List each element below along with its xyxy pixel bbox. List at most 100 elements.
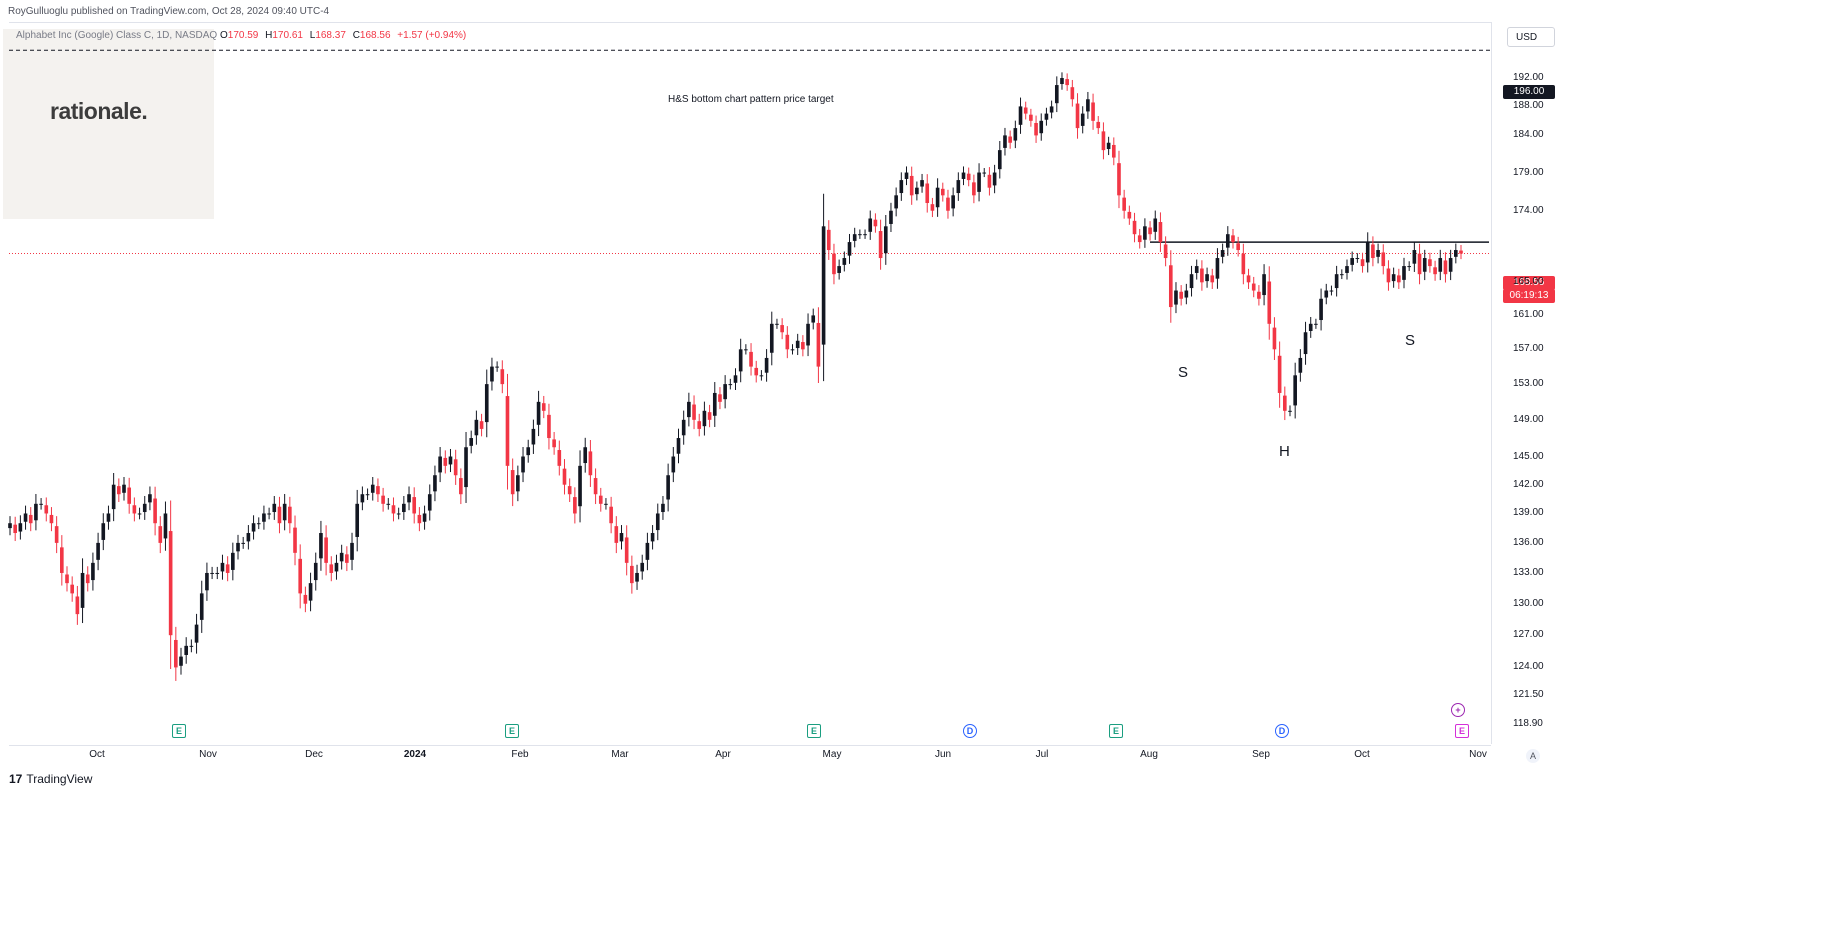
price-tick-label: 118.90	[1513, 718, 1543, 730]
candle-body	[1143, 226, 1147, 240]
candle-body	[588, 451, 593, 476]
candle-body	[313, 562, 318, 581]
candle-body	[775, 323, 779, 325]
low-value: 168.37	[315, 30, 346, 41]
candle-body	[920, 180, 924, 187]
candle-body	[1334, 274, 1339, 289]
candle-body	[1303, 332, 1308, 355]
candle-body	[407, 494, 411, 503]
candle-body	[495, 366, 499, 368]
candle-body	[1397, 275, 1401, 283]
candle-body	[1298, 357, 1303, 373]
candle-body	[13, 524, 17, 534]
candle-body	[816, 322, 821, 367]
candle-body	[915, 187, 919, 195]
currency-button[interactable]: USD	[1507, 27, 1555, 47]
candle-body	[1184, 290, 1189, 298]
candle-body	[806, 323, 810, 346]
price-tick-label: 124.00	[1513, 661, 1544, 673]
candle-body	[847, 242, 852, 256]
candle-body	[101, 523, 106, 540]
candle-body	[142, 503, 147, 513]
candle-body	[303, 594, 308, 604]
price-tick-label: 165.00	[1513, 276, 1544, 288]
candle-body	[231, 552, 235, 570]
candle-body	[1091, 102, 1095, 121]
candle-body	[547, 414, 551, 439]
add-event-icon[interactable]: +	[1451, 703, 1465, 717]
candle-body	[1231, 235, 1235, 243]
tradingview-brand: TradingView	[26, 772, 93, 786]
candle-body	[225, 564, 230, 573]
candle-body	[1262, 274, 1266, 296]
candle-body	[567, 486, 572, 495]
dividend-icon[interactable]: D	[963, 724, 977, 738]
candle-body	[381, 495, 385, 504]
candle-body	[1246, 275, 1251, 283]
earnings-icon[interactable]: E	[172, 724, 186, 738]
candle-body	[220, 562, 225, 572]
candle-body	[1402, 266, 1406, 280]
head-label: H	[1279, 443, 1290, 460]
candle-body	[350, 542, 354, 560]
auto-scale-button[interactable]: A	[1526, 749, 1540, 763]
candle-body	[60, 547, 64, 573]
chart-frame[interactable]	[9, 22, 1491, 746]
candle-body	[1215, 258, 1220, 279]
dividend-icon[interactable]: D	[1275, 724, 1289, 738]
candle-body	[484, 384, 489, 423]
candle-body	[1096, 121, 1101, 129]
time-tick-label: Jun	[934, 749, 952, 760]
right-shoulder-label: S	[1405, 332, 1416, 349]
earnings-icon[interactable]: E	[1109, 724, 1123, 738]
earnings-icon[interactable]: E	[807, 724, 821, 738]
candle-body	[111, 484, 116, 510]
candle-body	[630, 565, 634, 584]
candle-body	[650, 533, 655, 542]
time-tick-label: May	[822, 749, 842, 760]
candle-body	[28, 514, 33, 524]
candle-body	[573, 497, 577, 514]
candle-body	[744, 349, 748, 351]
time-tick-label: Nov	[199, 749, 217, 760]
watermark-panel	[3, 29, 214, 219]
candle-body	[1329, 290, 1334, 292]
candle-body	[1148, 227, 1152, 235]
candle-body	[1220, 250, 1225, 257]
candle-body	[692, 404, 696, 420]
open-label: O	[219, 30, 228, 41]
candle-body	[396, 513, 401, 515]
low-label: L	[309, 30, 316, 41]
candle-body	[1158, 222, 1163, 243]
upcoming-earnings-icon[interactable]: E	[1455, 724, 1469, 738]
tradingview-footer[interactable]: 17 TradingView	[9, 772, 92, 786]
candle-body	[85, 574, 90, 584]
symbol-legend: Alphabet Inc (Google) Class C, 1D, NASDA…	[16, 30, 470, 41]
candle-body	[215, 572, 220, 574]
candle-body	[1225, 234, 1230, 248]
high-value: 170.61	[272, 30, 303, 41]
earnings-icon[interactable]: E	[505, 724, 519, 738]
candle-body	[858, 234, 862, 236]
candle-body	[453, 459, 458, 476]
candle-body	[18, 523, 23, 532]
candle-body	[1251, 283, 1256, 291]
candle-body	[1117, 163, 1121, 196]
price-axis[interactable]	[1491, 22, 1562, 744]
candle-body	[345, 554, 349, 563]
candle-body	[681, 419, 686, 436]
candle-body	[433, 475, 437, 492]
candle-body	[863, 234, 867, 236]
candle-body	[1189, 274, 1194, 289]
candle-body	[241, 542, 246, 544]
time-tick-label: Oct	[1354, 749, 1370, 760]
candle-body	[189, 645, 194, 647]
candle-body	[723, 384, 727, 400]
candle-body	[1355, 258, 1360, 260]
candle-body	[956, 180, 961, 194]
candle-body	[702, 410, 707, 427]
candle-body	[1039, 120, 1044, 134]
candle-body	[1282, 395, 1287, 411]
candle-body	[298, 558, 303, 594]
open-value: 170.59	[227, 30, 259, 41]
